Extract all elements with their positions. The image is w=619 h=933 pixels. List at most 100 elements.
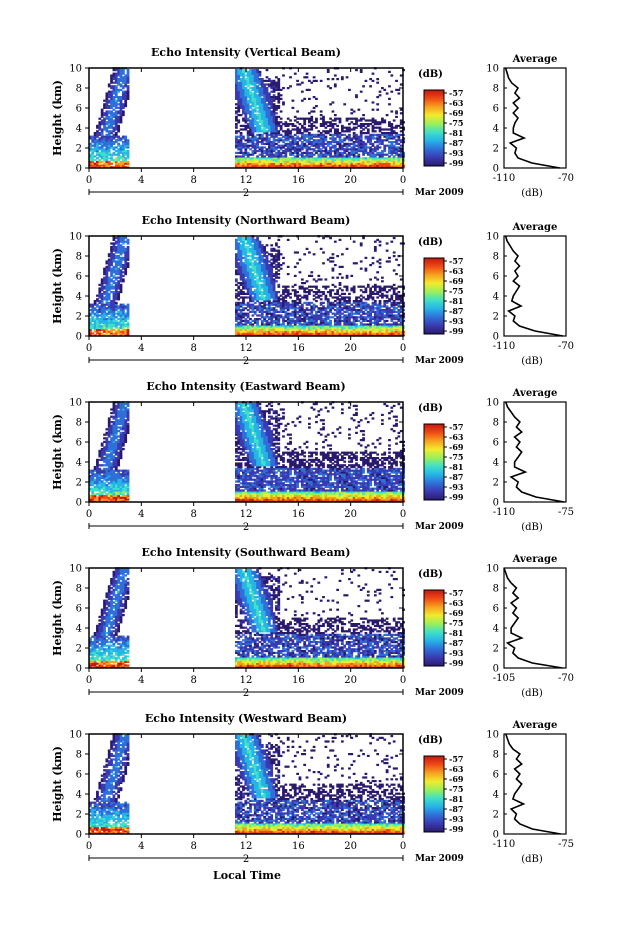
heatmap-cell <box>332 260 335 262</box>
heatmap-cell <box>98 300 101 302</box>
heatmap-cell <box>301 304 304 306</box>
heatmap-cell <box>339 282 342 284</box>
heatmap-cell <box>353 118 356 120</box>
heatmap-cell <box>294 125 297 127</box>
heatmap-cell <box>350 121 353 123</box>
heatmap-cell <box>108 100 111 102</box>
heatmap-cell <box>270 141 273 143</box>
heatmap-cell <box>275 112 278 114</box>
heatmap-cell <box>320 295 323 297</box>
heatmap-cell <box>296 127 299 129</box>
heatmap-cell <box>334 264 337 266</box>
heatmap-cell <box>360 268 363 270</box>
heatmap-cell <box>275 96 278 98</box>
heatmap-cell <box>341 320 344 322</box>
heatmap-cell <box>287 273 290 275</box>
heatmap-cell <box>113 73 116 75</box>
heatmap-cell <box>336 128 339 130</box>
heatmap-cell <box>108 105 111 107</box>
heatmap-cell <box>292 136 295 138</box>
heatmap-cell <box>120 304 123 306</box>
heatmap-cell <box>284 311 287 313</box>
heatmap-cell <box>395 132 398 134</box>
heatmap-cell <box>247 259 250 261</box>
heatmap-cell <box>235 155 238 157</box>
heatmap-cell <box>310 152 313 154</box>
heatmap-cell <box>308 313 311 315</box>
heatmap-cell <box>303 302 306 304</box>
heatmap-cell <box>117 78 120 80</box>
heatmap-cell <box>325 121 328 123</box>
heatmap-cell <box>273 103 276 105</box>
heatmap-cell <box>270 302 273 304</box>
heatmap-cell <box>124 329 127 331</box>
heatmap-cell <box>376 291 379 293</box>
panel-northward: Echo Intensity (Northward Beam)0246810He… <box>51 214 574 367</box>
heatmap-cell <box>244 296 247 298</box>
heatmap-cell <box>289 123 292 125</box>
heatmap-cell <box>322 291 325 293</box>
heatmap-cell <box>117 107 120 109</box>
heatmap-cell <box>303 253 306 255</box>
heatmap-cell <box>334 74 337 76</box>
heatmap-cell <box>108 293 111 295</box>
heatmap-cell <box>329 118 332 120</box>
x-tick-label: 4 <box>138 175 144 186</box>
heatmap-cell <box>310 305 313 307</box>
heatmap-cell <box>379 91 382 93</box>
heatmap-cell <box>343 130 346 132</box>
heatmap-cell <box>400 134 403 136</box>
heatmap-cell <box>374 141 377 143</box>
heatmap-cell <box>320 291 323 293</box>
heatmap-cell <box>339 295 342 297</box>
heatmap-cell <box>237 130 240 132</box>
heatmap-cell <box>313 298 316 300</box>
heatmap-cell <box>341 316 344 318</box>
heatmap-cell <box>110 163 113 165</box>
heatmap-cell <box>235 116 238 118</box>
heatmap-cell <box>322 154 325 156</box>
heatmap-cell <box>277 314 280 316</box>
heatmap-cell <box>273 325 276 327</box>
heatmap-cell <box>383 154 386 156</box>
heatmap-cell <box>350 112 353 114</box>
x-tick-label: 20 <box>344 175 357 186</box>
heatmap-cell <box>310 82 313 84</box>
heatmap-cell <box>275 291 278 293</box>
heatmap-cell <box>108 331 111 333</box>
heatmap-cell <box>334 137 337 139</box>
heatmap-cell <box>120 96 123 98</box>
heatmap-cell <box>289 85 292 87</box>
heatmap-cell <box>381 150 384 152</box>
heatmap-cell <box>254 239 257 241</box>
heatmap-cell <box>103 148 106 150</box>
heatmap-cell <box>237 69 240 71</box>
heatmap-cell <box>374 311 377 313</box>
heatmap-cell <box>251 273 254 275</box>
heatmap-cell <box>322 116 325 118</box>
heatmap-cell <box>296 121 299 123</box>
heatmap-cell <box>266 251 269 253</box>
heatmap-cell <box>237 152 240 154</box>
heatmap-cell <box>376 78 379 80</box>
heatmap-cell <box>105 260 108 262</box>
heatmap-cell <box>367 119 370 121</box>
heatmap-cell <box>256 110 259 112</box>
heatmap-cell <box>124 323 127 325</box>
heatmap-cell <box>313 253 316 255</box>
heatmap-cell <box>308 146 311 148</box>
heatmap-cell <box>400 109 403 111</box>
heatmap-cell <box>317 307 320 309</box>
heatmap-cell <box>98 159 101 161</box>
heatmap-cell <box>235 136 238 138</box>
x-tick-label: 0 <box>86 175 92 186</box>
heatmap-cell <box>103 296 106 298</box>
heatmap-cell <box>249 154 252 156</box>
heatmap-cell <box>374 134 377 136</box>
heatmap-cell <box>294 251 297 253</box>
heatmap-cell <box>327 150 330 152</box>
heatmap-cell <box>287 123 290 125</box>
heatmap-cell <box>294 116 297 118</box>
heatmap-cell <box>120 244 123 246</box>
heatmap-cell <box>98 318 101 320</box>
